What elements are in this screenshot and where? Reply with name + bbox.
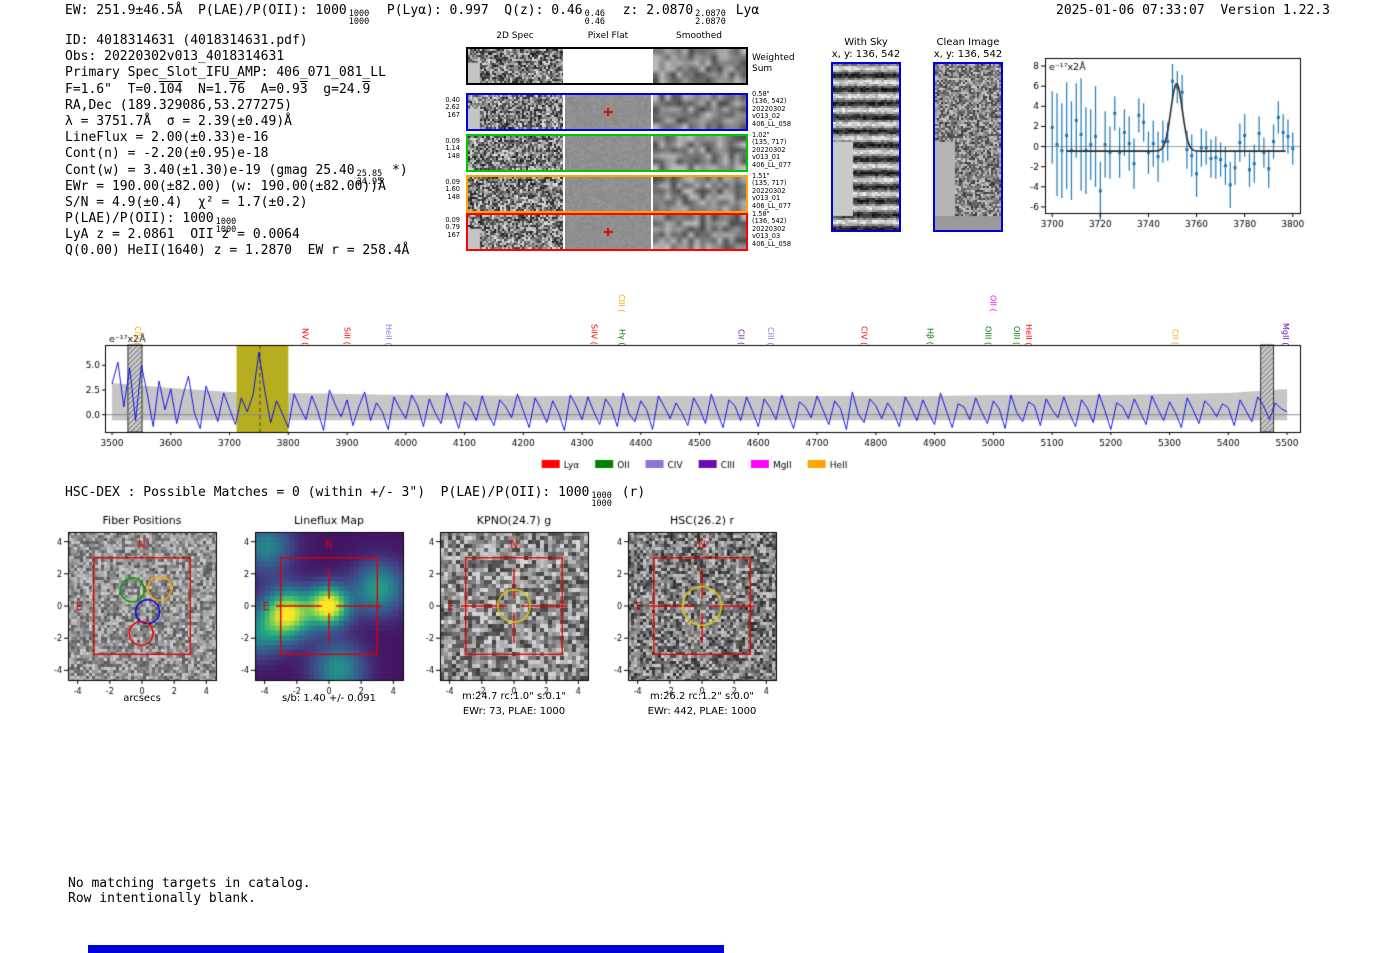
cutout-col-header: 2D Spec (496, 31, 534, 41)
emission-line-label: Hγ ( (617, 328, 627, 345)
cutout-row (466, 134, 748, 172)
emission-line-label: HeII ( (1024, 323, 1034, 345)
cutout-row-weights: 0.09 1.60 148 (445, 178, 460, 201)
info-line: F=1.6" T=0.104 N=1.76 A=0.93 g=24.9 (65, 81, 371, 97)
emission-line-label: CIV ( (859, 325, 869, 345)
panel-caption-1: m:24.7 rc:1.0" s:0.1" (461, 691, 567, 702)
emission-line-label: CII ( (736, 329, 746, 345)
emission-line-label: SiII ( (342, 327, 352, 345)
info-line: RA,Dec (189.329086,53.277275) (65, 97, 292, 113)
info-line: Cont(w) = 3.40(±1.30)e-19 (gmag 25.40 25.… (65, 162, 408, 187)
stacked-fraction: 1000 1000 (215, 217, 237, 236)
cutout-cell-canvas (565, 215, 651, 249)
cutout-row (466, 213, 748, 251)
emission-line-label: CIII ( (617, 293, 626, 312)
panel-caption-2: EWr: 442, PLAE: 1000 (647, 706, 757, 717)
info-line: Cont(n) = -2.20(±0.95)e-18 (65, 146, 269, 162)
cutout-row (466, 175, 748, 213)
info-line: λ = 3751.7Å σ = 2.39(±0.49)Å (65, 113, 292, 129)
footer-note-line1: No matching targets in catalog. (68, 876, 311, 891)
cutout-cell-canvas (565, 95, 651, 129)
cutout-cell-canvas (565, 136, 651, 170)
clean-image-canvas (935, 64, 1001, 230)
hsc-dex-summary: HSC-DEX : Possible Matches = 0 (within +… (65, 485, 646, 509)
cutout-row-weights: 0.40 2.62 167 (445, 96, 460, 119)
panel-xlabel: arcsecs (123, 693, 161, 704)
emission-line-label: SiIV ( (589, 324, 599, 345)
cutout-cell-canvas (468, 49, 563, 83)
cutout-cell-canvas (653, 177, 746, 211)
info-line: S/N = 4.9(±0.4) χ² = 1.7(±0.2) (65, 194, 308, 210)
line-fit-plot-canvas (1000, 50, 1310, 235)
panel-caption-2: EWr: 73, PLAE: 1000 (462, 706, 566, 717)
cutout-row-info: 0.58" (136, 542) 20220302 v013_02 406_LL… (752, 90, 792, 128)
info-line: LineFlux = 2.00(±0.33)e-16 (65, 130, 269, 146)
cutout-cell-canvas (653, 95, 746, 129)
emission-line-label: CIV ( (132, 325, 142, 345)
cutout-col-header: Pixel Flat (587, 31, 629, 41)
emission-line-label: MgII ( (1280, 322, 1290, 345)
with-sky-canvas (833, 64, 899, 230)
cutout-row-info: Weighted Sum (752, 53, 795, 74)
info-line: Q(0.00) HeII(1640) z = 1.2870 EW r = 258… (65, 243, 410, 259)
header-summary: EW: 251.9±46.5Å P(LAE)/P(OII): 1000 1000 1… (65, 3, 760, 27)
emission-line-label: OII ( (988, 295, 998, 312)
cutout-cell-canvas (468, 136, 563, 170)
sky-panel-box (933, 62, 1003, 232)
sky-panel-title: With Sky x, y: 136, 542 (831, 37, 901, 60)
stacked-fraction: 25.85 24.95 (356, 168, 383, 187)
panel-caption-1: s/b: 1.40 +/- 0.091 (281, 693, 377, 704)
emission-line-label: CIII ( (766, 326, 776, 345)
emission-line-label: NV ( (300, 327, 310, 345)
emission-line-label: Hβ ( (925, 328, 935, 345)
match-panel-canvas-3 (406, 510, 596, 696)
cutout-cell-canvas (653, 215, 746, 249)
cutout-cell-canvas (468, 95, 563, 129)
cutout-row-weights: 0.09 1.14 148 (445, 137, 460, 160)
info-line: ID: 4018314631 (4018314631.pdf) (65, 33, 308, 48)
sky-panel-box (831, 62, 901, 232)
cutout-cell-canvas (565, 177, 651, 211)
cutout-cell-canvas (468, 177, 563, 211)
info-line: Obs: 20220302v013_4018314631 (65, 49, 285, 65)
emission-line-label: HeII ( (383, 323, 393, 345)
emission-line-label: CII ( (1170, 329, 1180, 345)
sky-panel-title: Clean Image x, y: 136, 542 (933, 37, 1003, 60)
emission-line-label: OIII ( (983, 325, 993, 345)
bottom-accent-bar (88, 945, 724, 953)
cutout-row-weights: 0.09 0.79 167 (445, 216, 460, 239)
match-panel-canvas-4 (594, 510, 784, 696)
cutout-row-info: 1.02" (135, 717) 20220302 v013_01 406_LL… (752, 131, 792, 169)
stacked-fraction: 1000 1000 (348, 9, 370, 27)
full-spectrum-canvas (70, 330, 1315, 470)
cutout-cell-canvas (468, 215, 563, 249)
info-line: EWr = 190.00(±82.00) (w: 190.00(±82.00))… (65, 178, 386, 194)
info-line: P(LAE)/P(OII): 1000 1000 1000 (65, 211, 237, 236)
emission-line-label: OIII ( (1011, 325, 1021, 345)
info-block: ID: 4018314631 (4018314631.pdf) Obs: 2022… (65, 33, 409, 260)
cutout-cell-canvas (565, 49, 651, 83)
panel-caption-1: m:26.2 rc:1.2" s:0.0" (649, 691, 755, 702)
header-timestamp: 2025-01-06 07:33:07 Version 1.22.3 (1056, 3, 1330, 18)
match-panel-canvas-2 (221, 510, 411, 696)
footer-note-line2: Row intentionally blank. (68, 891, 256, 906)
stacked-fraction: 2.0870 2.0870 (695, 9, 726, 27)
stacked-fraction: 0.46 0.46 (584, 9, 606, 27)
info-line: Primary Spec_Slot_IFU_AMP: 406_071_081_L… (65, 65, 386, 81)
cutout-cell-canvas (653, 49, 746, 83)
cutout-row (466, 93, 748, 131)
cutout-row-info: 1.51" (135, 717) 20220302 v013_01 406_LL… (752, 172, 792, 210)
cutout-cell-canvas (653, 136, 746, 170)
info-line: LyA z = 2.0861 OII z = 0.0064 (65, 227, 300, 243)
cutout-row-info: 1.58" (136, 542) 20220302 v013_03 406_LL… (752, 210, 792, 248)
cutout-row (466, 47, 748, 85)
match-panel-canvas-1 (34, 510, 224, 696)
cutout-col-header: Smoothed (676, 31, 722, 41)
stacked-fraction: 1000 1000 (591, 491, 612, 509)
